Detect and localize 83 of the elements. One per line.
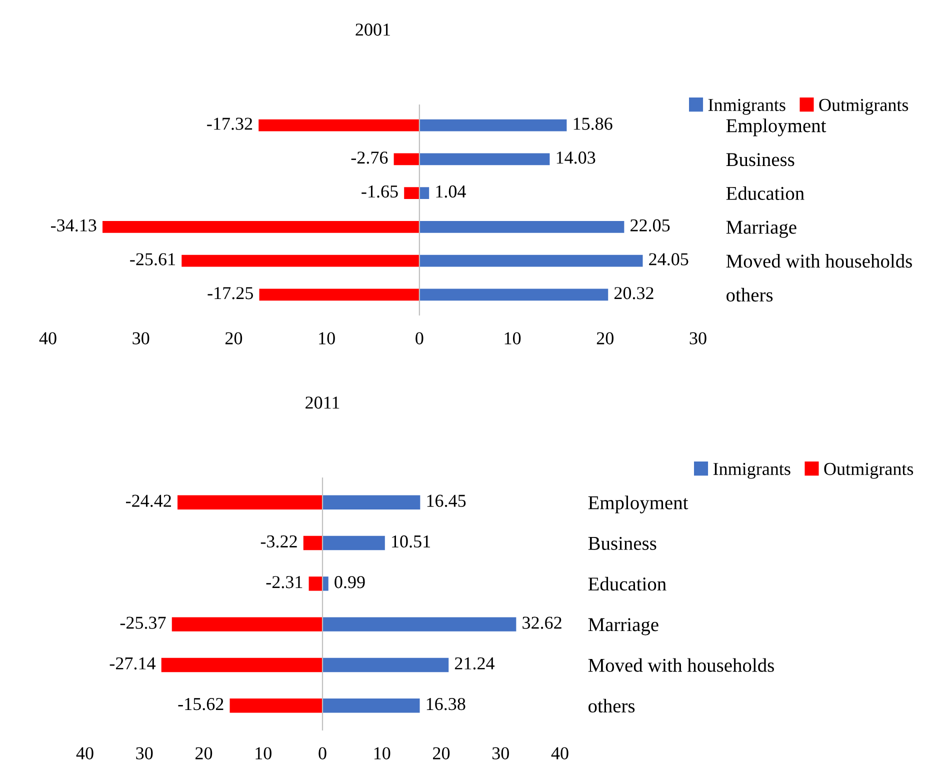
data-label: 16.38 [426,698,466,710]
bar [322,658,449,672]
y-tick-label: Business [726,153,794,166]
bar [258,119,420,132]
data-label: -2.31 [266,576,302,588]
y-tick-label: Education [588,576,666,591]
bar [303,536,322,550]
chart-title: 2001 [356,24,390,36]
x-tick-label: 0 [416,332,424,344]
bar [404,187,420,199]
legend-label: Inmigrants [713,462,790,479]
data-label: -34.13 [50,219,96,232]
x-tick-label: 40 [39,332,56,344]
y-tick-label: others [726,288,773,302]
x-tick-label: 10 [504,332,521,344]
data-label: -27.14 [110,657,156,670]
data-label: -1.65 [362,185,398,198]
x-tick-label: 40 [551,747,568,760]
x-tick-label: 30 [132,332,150,344]
bar [322,617,516,632]
data-label: -2.76 [351,152,388,164]
bar [161,658,322,672]
bar [322,576,328,591]
data-label: 21.24 [454,657,495,670]
y-tick-label: Employment [588,496,688,514]
bar [419,288,608,301]
data-label: -25.37 [120,616,166,629]
bar [322,698,420,713]
x-tick-label: 10 [256,747,272,760]
bar [419,187,430,199]
x-tick-label: 10 [319,332,335,344]
bar [322,536,385,550]
chart-title: 2011 [306,396,340,409]
legend-label: Outmigrants [819,98,908,115]
bar [230,698,322,713]
legend-label: Outmigrants [824,462,914,479]
data-label: -17.32 [207,118,252,130]
x-tick-label: 20 [196,747,212,760]
y-tick-label: Marriage [726,220,796,238]
data-label: 20.32 [614,287,654,300]
x-tick-label: 30 [492,747,509,760]
data-label: 15.86 [574,118,612,130]
data-label: 10.51 [392,535,430,548]
data-label: -15.62 [178,698,224,710]
x-tick-label: 10 [374,747,390,760]
data-label: -24.42 [126,494,171,507]
data-label: -25.61 [130,253,175,266]
x-tick-label: 20 [225,332,242,344]
y-tick-label: Moved with households [588,658,774,672]
y-tick-label: Employment [726,118,826,136]
legend-label: Inmigrants [708,98,786,115]
y-tick-label: Business [588,536,656,550]
x-tick-label: 30 [690,332,706,344]
bar [419,221,624,233]
data-label: 1.04 [436,185,466,198]
bar [419,254,643,267]
bar [419,153,550,166]
bar [394,153,420,166]
x-tick-label: 20 [433,747,450,760]
bar [259,288,420,301]
bar [182,254,420,267]
x-tick-label: 0 [318,747,326,760]
data-label: 16.45 [427,494,466,507]
bar [308,576,322,591]
bar [419,119,567,132]
x-tick-label: 30 [136,747,153,760]
y-tick-label: others [588,698,635,713]
y-tick-label: Marriage [588,618,658,636]
bar [172,617,322,632]
bar [322,495,420,510]
x-tick-label: 20 [596,332,614,344]
data-label: -3.22 [260,535,297,548]
data-label: 14.03 [556,152,596,164]
data-label: -17.25 [208,287,253,300]
data-label: 22.05 [630,219,670,232]
x-tick-label: 40 [76,747,94,760]
bar [102,221,420,233]
y-tick-label: Education [726,186,804,200]
y-tick-label: Moved with households [726,254,912,268]
bar [178,495,322,510]
data-label: 32.62 [522,616,562,629]
data-label: 24.05 [649,253,688,266]
data-label: 0.99 [334,576,365,588]
